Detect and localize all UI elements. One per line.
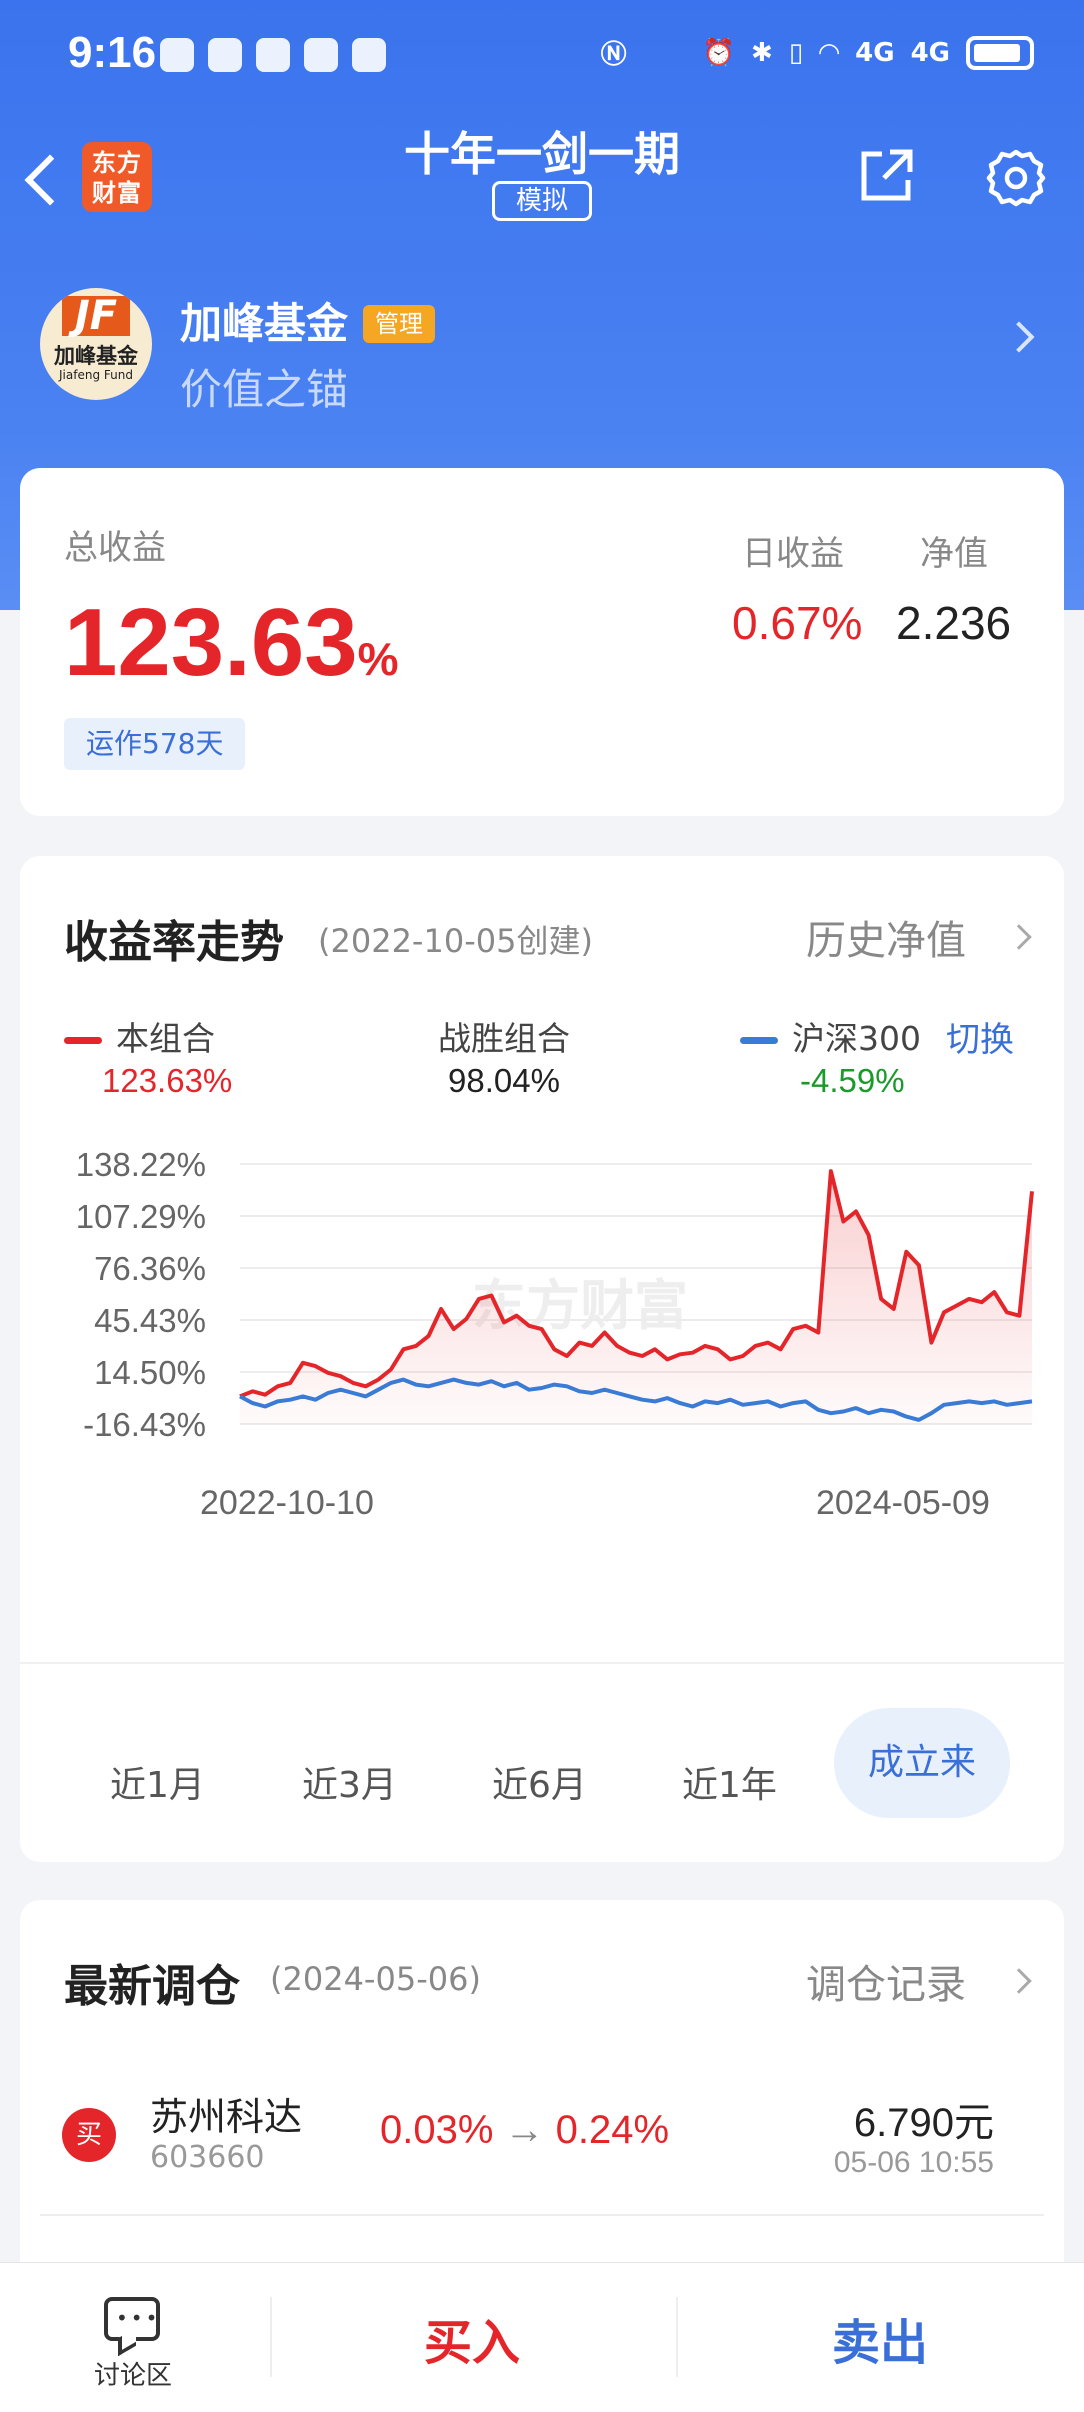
- app-logo: 东方 财富: [82, 142, 152, 212]
- total-return-number: 123.63: [64, 589, 358, 696]
- manager-motto: 价值之锚: [180, 365, 349, 414]
- legend-value-portfolio: 123.63%: [102, 1062, 233, 1099]
- signal-icon: 4G: [855, 37, 895, 68]
- notification-icons: [160, 38, 386, 72]
- range-tab-6m[interactable]: 近6月: [492, 1765, 587, 1806]
- history-nav-link[interactable]: 历史净值: [806, 918, 966, 964]
- chevron-right-icon[interactable]: [1006, 924, 1032, 950]
- wifi-icon: ◠: [819, 37, 840, 68]
- stock-name[interactable]: 苏州科达: [150, 2095, 303, 2139]
- logo-text: 财富: [92, 179, 142, 207]
- divider: [20, 1662, 1064, 1664]
- y-tick-label: -16.43%: [83, 1406, 206, 1443]
- sell-button[interactable]: 卖出: [831, 2315, 928, 2371]
- series-line-portfolio: [239, 1169, 1034, 1399]
- buy-button[interactable]: 买入: [423, 2315, 520, 2371]
- logo-text: 东方: [92, 149, 142, 177]
- trade-time: 05-06 10:55: [833, 2146, 994, 2179]
- rebalance-record-link[interactable]: 调仓记录: [806, 1962, 966, 2008]
- battery-icon: [966, 35, 1034, 70]
- weight-from: 0.03%: [380, 2108, 494, 2152]
- chat-dots: •••: [116, 2306, 161, 2330]
- range-tab-since-inception[interactable]: 成立来: [834, 1708, 1010, 1818]
- running-days-badge: 运作578天: [64, 718, 246, 770]
- weight-to: 0.24%: [555, 2108, 670, 2152]
- nav-label: 净值: [920, 534, 988, 574]
- range-tab-1m[interactable]: 近1月: [110, 1765, 205, 1806]
- avatar-en-text: Jiafeng Fund: [59, 368, 133, 382]
- total-return-label: 总收益: [64, 528, 166, 568]
- trend-card: 收益率走势 (2022-10-05创建) 历史净值 本组合 123.63% 战胜…: [20, 856, 1064, 1862]
- status-time: 9:16: [68, 28, 157, 77]
- y-tick-label: 138.22%: [76, 1146, 206, 1183]
- legend-hs300: 沪深300: [740, 1012, 921, 1060]
- rebalance-title: 最新调仓: [64, 1961, 240, 2012]
- summary-card: 总收益 123.63% 运作578天 日收益 净值 0.67% 2.236: [20, 468, 1064, 816]
- rebalance-date: (2024-05-06): [270, 1960, 481, 1998]
- created-date: (2022-10-05创建): [318, 922, 593, 960]
- x-axis-start-label: 2022-10-10: [200, 1484, 374, 1522]
- trade-price: 6.790元: [853, 2101, 994, 2145]
- nav-value: 2.236: [896, 597, 1012, 649]
- vibrate-icon: ▯: [788, 37, 804, 68]
- signal-icon: 4G: [910, 37, 950, 68]
- divider: [270, 2297, 272, 2377]
- wechat-icon: [304, 38, 338, 72]
- row-divider: [40, 2214, 1044, 2216]
- legend-name: 本组合: [116, 1019, 215, 1058]
- calendar-icon: [352, 38, 386, 72]
- daily-return-label: 日收益: [742, 534, 844, 574]
- avatar-logo-text: JF: [62, 296, 130, 336]
- page-title: 十年一剑一期: [404, 127, 680, 181]
- y-tick-label: 14.50%: [94, 1354, 206, 1391]
- y-tick-label: 76.36%: [94, 1250, 206, 1287]
- legend-name: 战胜组合: [438, 1019, 570, 1058]
- return-chart: 东方财富138.22%107.29%76.36%45.43%14.50%-16.…: [76, 1146, 1034, 1443]
- bottom-action-bar: ••• 讨论区 买入 卖出: [0, 2262, 1084, 2412]
- manager-name[interactable]: 加峰基金: [180, 299, 349, 348]
- legend-value-winning: 98.04%: [448, 1062, 560, 1099]
- system-status-icons: Ⓝ ⏰ ✱ ▯ ◠ 4G 4G: [601, 34, 1034, 71]
- y-tick-label: 107.29%: [76, 1198, 206, 1235]
- switch-button[interactable]: 切换: [946, 1020, 1014, 1060]
- range-tab-1y[interactable]: 近1年: [682, 1765, 777, 1806]
- legend-portfolio: 本组合: [64, 1012, 215, 1060]
- series-line-hs300: [239, 1377, 1033, 1422]
- alarm-icon: ⏰: [702, 37, 736, 68]
- legend-swatch: [64, 1037, 102, 1044]
- gear-icon[interactable]: [984, 146, 1048, 210]
- divider: [676, 2297, 678, 2377]
- manager-badge: 管理: [363, 305, 435, 343]
- range-tab-3m[interactable]: 近3月: [302, 1765, 397, 1806]
- x-axis-end-label: 2024-05-09: [816, 1484, 990, 1522]
- chat-icon[interactable]: [104, 2297, 160, 2341]
- total-return-unit: %: [357, 633, 399, 685]
- message-icon: [256, 38, 290, 72]
- legend-swatch: [740, 1037, 778, 1044]
- share-icon[interactable]: [856, 146, 916, 206]
- discuss-label[interactable]: 讨论区: [94, 2361, 173, 2391]
- bluetooth-icon: ✱: [751, 37, 773, 68]
- y-tick-label: 45.43%: [94, 1302, 206, 1339]
- legend-winning: 战胜组合: [438, 1012, 570, 1060]
- weight-change: 0.03% → 0.24%: [380, 2108, 669, 2153]
- app-notification-icon: [160, 38, 194, 72]
- stock-code: 603660: [150, 2140, 265, 2175]
- series-area-fill: [240, 1171, 1032, 1424]
- buy-badge: 买: [62, 2108, 116, 2162]
- app-notification-icon: [208, 38, 242, 72]
- simulation-tag: 模拟: [492, 181, 592, 221]
- legend-name: 沪深300: [792, 1019, 921, 1058]
- chevron-right-icon[interactable]: [1006, 1968, 1032, 1994]
- nfc-icon: Ⓝ: [600, 40, 627, 70]
- total-return-value: 123.63%: [64, 588, 399, 698]
- trend-title: 收益率走势: [64, 917, 284, 968]
- avatar-name-text: 加峰基金: [54, 344, 138, 368]
- status-bar: 9:16 Ⓝ ⏰ ✱ ▯ ◠ 4G 4G: [0, 0, 1084, 110]
- manager-avatar[interactable]: JF 加峰基金 Jiafeng Fund: [40, 288, 152, 400]
- daily-return-value: 0.67%: [732, 597, 863, 649]
- legend-value-hs300: -4.59%: [800, 1062, 905, 1099]
- arrow-right-icon: →: [504, 2108, 545, 2152]
